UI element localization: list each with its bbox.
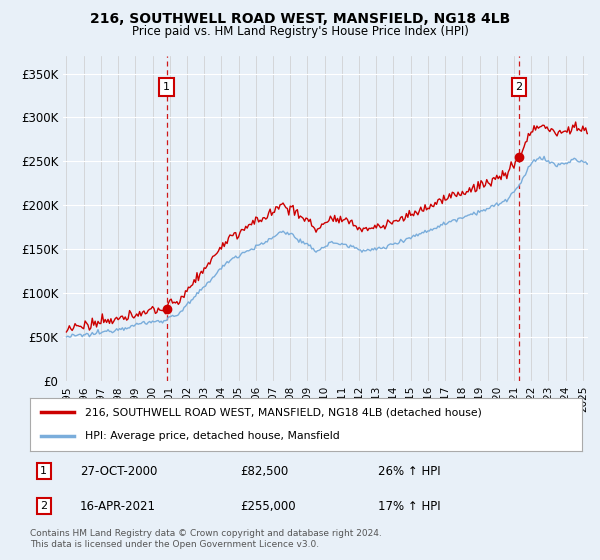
Text: £255,000: £255,000 <box>240 500 295 512</box>
Text: 1: 1 <box>163 82 170 92</box>
Text: 17% ↑ HPI: 17% ↑ HPI <box>378 500 440 512</box>
Text: 216, SOUTHWELL ROAD WEST, MANSFIELD, NG18 4LB (detached house): 216, SOUTHWELL ROAD WEST, MANSFIELD, NG1… <box>85 408 482 418</box>
Text: 2: 2 <box>515 82 523 92</box>
Text: Contains HM Land Registry data © Crown copyright and database right 2024.: Contains HM Land Registry data © Crown c… <box>30 529 382 538</box>
Text: HPI: Average price, detached house, Mansfield: HPI: Average price, detached house, Mans… <box>85 431 340 441</box>
Text: 2: 2 <box>40 501 47 511</box>
Text: This data is licensed under the Open Government Licence v3.0.: This data is licensed under the Open Gov… <box>30 540 319 549</box>
Text: 27-OCT-2000: 27-OCT-2000 <box>80 465 157 478</box>
Text: 216, SOUTHWELL ROAD WEST, MANSFIELD, NG18 4LB: 216, SOUTHWELL ROAD WEST, MANSFIELD, NG1… <box>90 12 510 26</box>
Text: £82,500: £82,500 <box>240 465 288 478</box>
Text: Price paid vs. HM Land Registry's House Price Index (HPI): Price paid vs. HM Land Registry's House … <box>131 25 469 38</box>
Text: 16-APR-2021: 16-APR-2021 <box>80 500 155 512</box>
Text: 1: 1 <box>40 466 47 476</box>
Text: 26% ↑ HPI: 26% ↑ HPI <box>378 465 440 478</box>
